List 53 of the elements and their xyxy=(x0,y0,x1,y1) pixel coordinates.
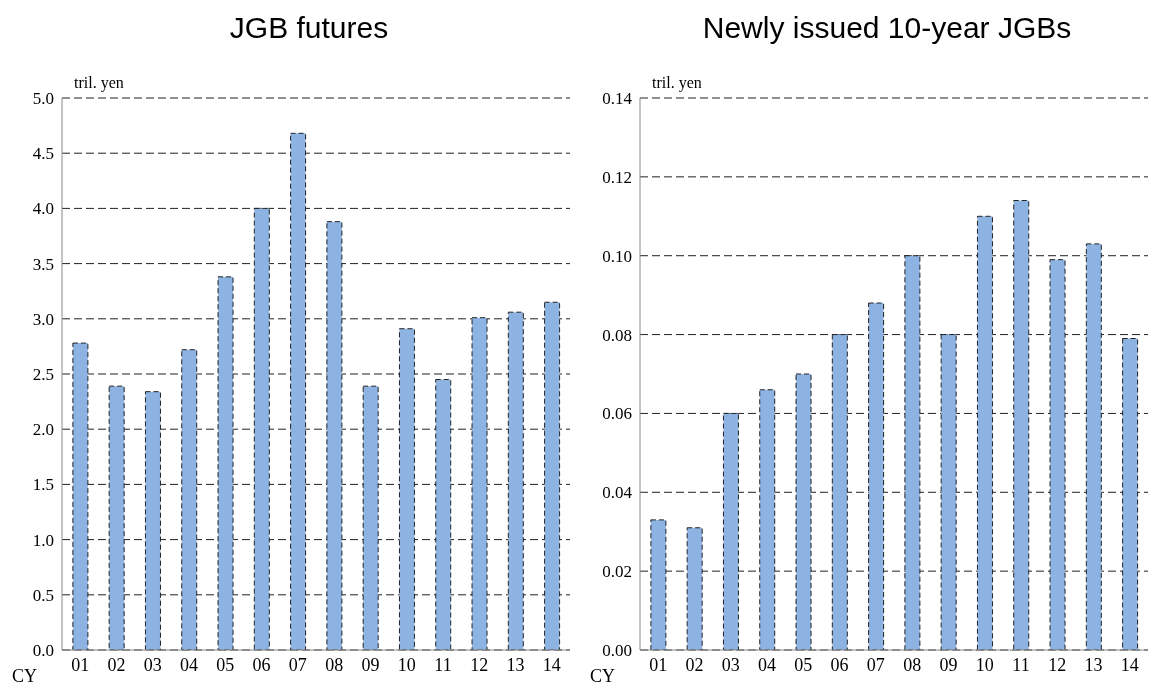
x-tick-label: 07 xyxy=(288,654,307,675)
x-tick-label: 03 xyxy=(143,654,162,675)
y-tick-label: 0.14 xyxy=(602,89,633,109)
x-tick-label: 10 xyxy=(975,654,994,675)
chart-title: JGB futures xyxy=(228,10,390,46)
x-tick-label: 02 xyxy=(685,654,704,675)
y-tick-label: 3.0 xyxy=(32,309,54,329)
x-tick-label: 05 xyxy=(794,654,813,675)
x-tick-label: 07 xyxy=(866,654,885,675)
x-tick-label: 05 xyxy=(216,654,235,675)
x-tick-label: 14 xyxy=(1120,654,1139,675)
y-tick-label: 4.0 xyxy=(32,199,54,219)
y-tick-label: 2.0 xyxy=(32,420,54,440)
y-tick-label: 0.5 xyxy=(32,585,54,605)
y-tick-label: 5.0 xyxy=(32,89,54,109)
y-tick-label: 1.0 xyxy=(32,530,54,550)
x-tick-label: 06 xyxy=(830,654,849,675)
x-tick-label: 12 xyxy=(470,654,489,675)
x-tick-label: 11 xyxy=(1012,654,1030,675)
x-tick-label: 08 xyxy=(903,654,922,675)
x-tick-label: 08 xyxy=(325,654,344,675)
x-tick-label: 11 xyxy=(434,654,452,675)
x-tick-label: 03 xyxy=(721,654,740,675)
x-axis-title: CY xyxy=(12,666,38,687)
y-tick-label: 0.02 xyxy=(602,562,632,582)
y-tick-label: 0.10 xyxy=(602,246,632,266)
x-tick-label: 09 xyxy=(939,654,958,675)
x-tick-label: 09 xyxy=(361,654,380,675)
y-tick-label: 0.04 xyxy=(602,483,633,503)
y-tick-label: 0.12 xyxy=(602,167,632,187)
chart-title: Newly issued 10-year JGBs xyxy=(701,10,1073,46)
y-axis-title: tril. yen xyxy=(652,74,702,92)
y-tick-label: 0.00 xyxy=(602,641,632,661)
x-tick-label: 04 xyxy=(180,654,198,675)
x-tick-label: 13 xyxy=(506,654,525,675)
y-tick-label: 4.5 xyxy=(32,144,54,164)
y-tick-label: 0.06 xyxy=(602,404,632,424)
y-tick-label: 0.08 xyxy=(602,325,632,345)
x-tick-label: 14 xyxy=(542,654,561,675)
y-tick-label: 3.5 xyxy=(32,254,54,274)
x-axis-title: CY xyxy=(590,666,616,687)
x-tick-label: 02 xyxy=(107,654,126,675)
y-tick-label: 1.5 xyxy=(32,475,54,495)
x-tick-label: 06 xyxy=(252,654,271,675)
x-tick-label: 10 xyxy=(397,654,416,675)
x-tick-label: 13 xyxy=(1084,654,1103,675)
y-axis-title: tril. yen xyxy=(74,74,124,92)
x-tick-label: 01 xyxy=(649,654,668,675)
x-tick-label: 12 xyxy=(1048,654,1067,675)
y-tick-label: 2.5 xyxy=(32,365,54,385)
y-tick-label: 0.0 xyxy=(32,641,54,661)
x-tick-label: 04 xyxy=(758,654,776,675)
x-tick-label: 01 xyxy=(71,654,90,675)
